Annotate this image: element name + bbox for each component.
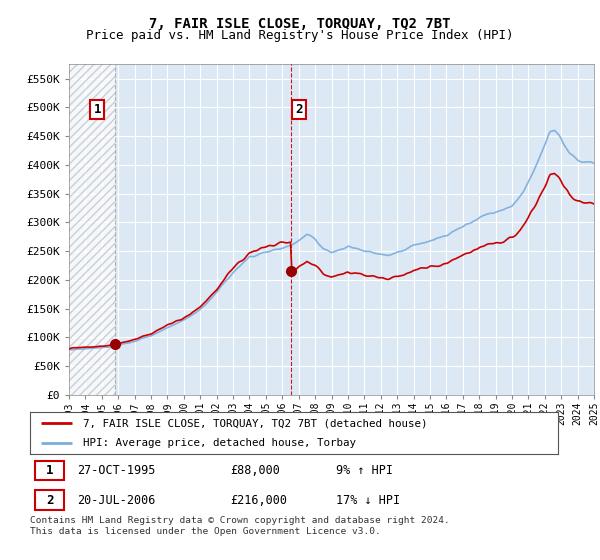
Text: £88,000: £88,000 — [230, 464, 281, 477]
FancyBboxPatch shape — [35, 460, 64, 480]
Text: HPI: Average price, detached house, Torbay: HPI: Average price, detached house, Torb… — [83, 438, 356, 447]
Text: 20-JUL-2006: 20-JUL-2006 — [77, 493, 156, 507]
Text: 2: 2 — [295, 103, 303, 116]
Text: 2: 2 — [46, 493, 53, 507]
Text: 17% ↓ HPI: 17% ↓ HPI — [336, 493, 400, 507]
Text: 7, FAIR ISLE CLOSE, TORQUAY, TQ2 7BT (detached house): 7, FAIR ISLE CLOSE, TORQUAY, TQ2 7BT (de… — [83, 418, 427, 428]
Text: Price paid vs. HM Land Registry's House Price Index (HPI): Price paid vs. HM Land Registry's House … — [86, 29, 514, 42]
FancyBboxPatch shape — [35, 491, 64, 510]
Text: 9% ↑ HPI: 9% ↑ HPI — [336, 464, 393, 477]
Text: 1: 1 — [46, 464, 53, 477]
Text: £216,000: £216,000 — [230, 493, 287, 507]
Text: 7, FAIR ISLE CLOSE, TORQUAY, TQ2 7BT: 7, FAIR ISLE CLOSE, TORQUAY, TQ2 7BT — [149, 17, 451, 31]
Text: 1: 1 — [94, 103, 101, 116]
Text: Contains HM Land Registry data © Crown copyright and database right 2024.
This d: Contains HM Land Registry data © Crown c… — [30, 516, 450, 536]
Text: 27-OCT-1995: 27-OCT-1995 — [77, 464, 156, 477]
